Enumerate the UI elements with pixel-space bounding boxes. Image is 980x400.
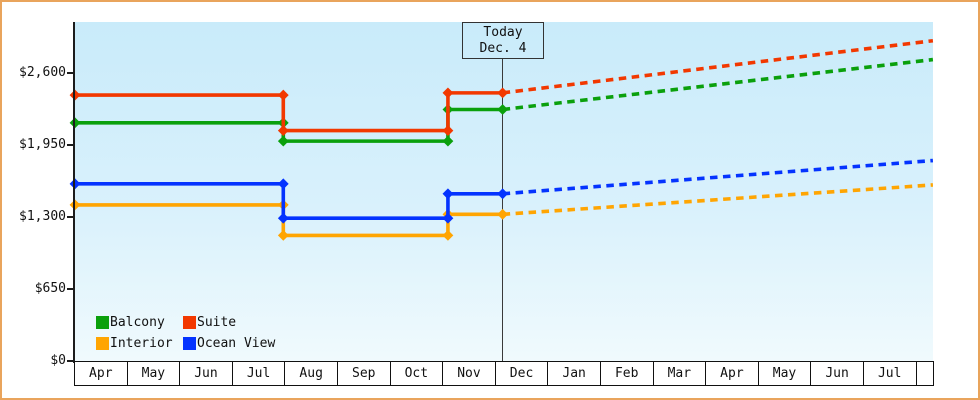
x-axis-month: Jul (864, 362, 917, 385)
data-point-marker (69, 117, 81, 129)
y-tick-label: $1,300 (19, 209, 66, 225)
legend-swatch (96, 316, 109, 329)
data-point-marker (69, 178, 81, 190)
legend-row: Balcony Suite (96, 315, 275, 330)
x-axis-month: Jun (811, 362, 864, 385)
chart-lines (69, 38, 934, 241)
data-point-marker (277, 89, 289, 101)
y-tick-mark (67, 144, 75, 146)
y-tick-mark (67, 71, 75, 74)
today-annotation: Today Dec. 4 (462, 22, 544, 59)
x-axis-month: Sep (338, 362, 391, 385)
data-point-marker (442, 230, 454, 241)
forecast-line-balcony (502, 57, 934, 112)
y-axis (73, 22, 75, 363)
legend-row: Interior Ocean View (96, 336, 275, 351)
data-point-marker (277, 178, 289, 190)
legend-label: Suite (197, 315, 237, 330)
legend-label: Balcony (110, 315, 165, 330)
forecast-line-suite (502, 38, 934, 95)
x-axis-month: Oct (391, 362, 444, 385)
x-axis-month: Apr (706, 362, 759, 385)
data-point-marker (442, 87, 454, 99)
data-point-marker (277, 212, 289, 224)
history-line-balcony (75, 107, 503, 143)
data-point-marker (442, 125, 454, 136)
x-axis-month: Aug (285, 362, 338, 385)
legend-item-interior: Interior (96, 336, 183, 351)
y-tick-mark (67, 360, 75, 363)
x-axis-month: Jun (180, 362, 233, 385)
data-point-marker (442, 188, 454, 200)
x-axis-month: May (759, 362, 812, 385)
data-point-marker (69, 199, 81, 211)
data-point-marker (497, 87, 509, 99)
x-axis-month: Mar (654, 362, 707, 385)
today-label: Today (483, 25, 523, 40)
x-axis-month: Feb (601, 362, 654, 385)
legend-swatch (96, 337, 109, 350)
data-point-marker (277, 125, 289, 136)
x-axis-month: May (128, 362, 181, 385)
y-tick-label: $2,600 (19, 64, 66, 80)
y-tick-label: $650 (34, 281, 66, 297)
y-tick-mark (67, 216, 75, 219)
legend: Balcony Suite Interior Ocean View (96, 315, 275, 351)
legend-swatch (183, 316, 196, 329)
data-point-marker (277, 135, 289, 147)
x-axis-month-strip: Apr May Jun Jul Aug Sep Oct Nov Dec Jan Feb Mar Apr M… (74, 361, 934, 386)
legend-label: Ocean View (197, 336, 276, 351)
legend-label: Interior (110, 336, 173, 351)
data-point-marker (277, 230, 289, 241)
legend-item-suite: Suite (183, 315, 236, 330)
data-point-marker (69, 89, 81, 101)
history-line-ocean-view (75, 182, 503, 221)
x-axis-month: Dec (496, 362, 549, 385)
x-axis-month: Nov (443, 362, 496, 385)
x-axis-month: Jul (233, 362, 286, 385)
data-point-marker (497, 208, 509, 220)
data-point-marker (442, 212, 454, 224)
legend-item-ocean-view: Ocean View (183, 336, 275, 351)
data-point-marker (497, 104, 509, 115)
today-date: Dec. 4 (479, 41, 527, 56)
y-tick-label: $0 (50, 353, 66, 369)
x-axis-month: Apr (75, 362, 128, 385)
history-line-suite (75, 91, 503, 133)
legend-item-balcony: Balcony (96, 315, 183, 330)
forecast-line-ocean-view (502, 158, 934, 196)
y-tick-label: $1,950 (19, 137, 66, 152)
data-point-marker (497, 188, 509, 200)
data-point-marker (442, 135, 454, 147)
forecast-line-interior (502, 183, 934, 217)
y-tick-mark (67, 288, 75, 291)
history-line-interior (75, 203, 503, 238)
x-axis-empty-cell (917, 362, 934, 385)
x-axis-month: Jan (548, 362, 601, 385)
legend-swatch (183, 337, 196, 350)
